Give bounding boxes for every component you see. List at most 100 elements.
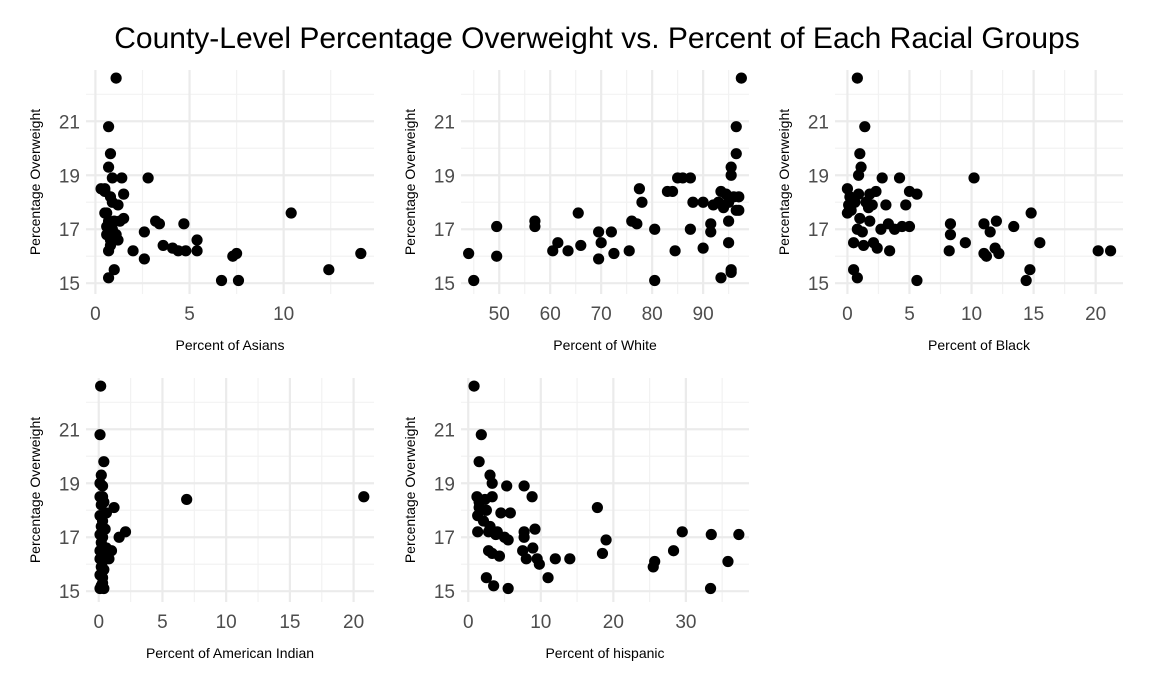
data-point bbox=[104, 148, 117, 160]
data-point bbox=[102, 161, 115, 173]
data-point bbox=[191, 234, 203, 246]
data-point bbox=[95, 380, 107, 392]
data-point bbox=[118, 188, 130, 200]
x-axis-label: Percent of Black bbox=[928, 337, 1031, 353]
data-point bbox=[705, 226, 717, 238]
y-tick-label: 21 bbox=[59, 112, 80, 133]
data-point bbox=[157, 239, 169, 252]
data-point bbox=[968, 172, 980, 184]
data-point bbox=[1008, 220, 1020, 233]
data-point bbox=[488, 580, 500, 592]
data-point bbox=[880, 199, 892, 211]
data-point bbox=[178, 218, 190, 230]
data-point bbox=[715, 185, 727, 198]
data-point bbox=[722, 555, 734, 568]
data-point bbox=[575, 239, 587, 252]
data-point bbox=[355, 247, 367, 260]
y-axis-label: Percentage Overweight bbox=[27, 109, 43, 255]
x-axis-label: Percent of Asians bbox=[176, 337, 285, 353]
data-point bbox=[98, 456, 110, 468]
data-point bbox=[677, 172, 689, 184]
data-point bbox=[102, 245, 115, 257]
data-point bbox=[116, 172, 128, 184]
data-point bbox=[323, 264, 335, 276]
x-tick-label: 20 bbox=[1085, 304, 1106, 325]
data-point bbox=[549, 553, 561, 565]
data-point bbox=[704, 582, 717, 595]
data-point bbox=[888, 223, 901, 235]
data-point bbox=[493, 550, 506, 562]
y-tick-label: 19 bbox=[808, 166, 829, 187]
data-point bbox=[547, 245, 559, 257]
data-point bbox=[552, 237, 564, 249]
data-point bbox=[649, 274, 661, 287]
data-point bbox=[518, 531, 530, 543]
panel-1: 0 5 10 15 17 19 21 Percent of Asians Percentage … bbox=[27, 70, 374, 353]
data-point bbox=[854, 148, 866, 160]
y-tick-label: 19 bbox=[59, 166, 80, 187]
y-tick-label: 15 bbox=[808, 274, 829, 295]
data-point bbox=[118, 212, 130, 225]
x-tick-label: 20 bbox=[343, 612, 364, 633]
data-point bbox=[623, 245, 635, 257]
data-point bbox=[230, 247, 243, 260]
y-tick-label: 15 bbox=[434, 274, 455, 295]
data-point bbox=[687, 196, 699, 208]
data-point bbox=[1092, 245, 1104, 257]
x-tick-label: 90 bbox=[693, 304, 714, 325]
data-point bbox=[735, 72, 747, 84]
data-point bbox=[707, 199, 719, 211]
data-point bbox=[1025, 207, 1037, 219]
data-point bbox=[871, 242, 883, 254]
data-point bbox=[845, 204, 857, 216]
data-point bbox=[486, 477, 498, 489]
data-point bbox=[848, 237, 860, 249]
data-point bbox=[181, 493, 193, 506]
data-point bbox=[866, 199, 878, 211]
data-point bbox=[725, 161, 737, 173]
data-point bbox=[529, 523, 541, 535]
data-point bbox=[730, 121, 742, 133]
x-axis-label: Percent of American Indian bbox=[146, 645, 314, 661]
data-point bbox=[593, 253, 605, 265]
data-point bbox=[944, 218, 957, 230]
data-point bbox=[526, 491, 538, 503]
data-point bbox=[153, 218, 166, 230]
data-point bbox=[542, 572, 554, 584]
data-point bbox=[502, 582, 514, 595]
data-point bbox=[605, 226, 617, 238]
x-tick-label: 30 bbox=[675, 612, 696, 633]
data-point bbox=[725, 266, 737, 279]
y-tick-label: 19 bbox=[434, 474, 455, 495]
data-point bbox=[105, 545, 118, 557]
data-point bbox=[911, 188, 923, 200]
x-tick-label: 60 bbox=[540, 304, 561, 325]
x-axis-label: Percent of White bbox=[553, 337, 657, 353]
y-tick-label: 17 bbox=[808, 220, 829, 241]
x-tick-label: 10 bbox=[530, 612, 551, 633]
data-point bbox=[723, 215, 735, 227]
data-point bbox=[730, 148, 742, 160]
data-point bbox=[633, 183, 646, 195]
data-point bbox=[95, 499, 107, 511]
data-point bbox=[733, 528, 745, 541]
y-tick-label: 21 bbox=[59, 420, 80, 441]
data-point bbox=[636, 196, 648, 208]
y-tick-label: 21 bbox=[434, 420, 455, 441]
data-point bbox=[138, 253, 150, 265]
data-point bbox=[491, 250, 503, 262]
data-point bbox=[864, 215, 876, 227]
data-point bbox=[854, 212, 866, 225]
data-point bbox=[502, 534, 514, 546]
y-tick-label: 15 bbox=[59, 582, 80, 603]
data-point bbox=[900, 199, 912, 211]
data-point bbox=[595, 237, 607, 249]
data-point bbox=[959, 237, 971, 249]
x-tick-label: 10 bbox=[961, 304, 982, 325]
data-point bbox=[669, 245, 681, 257]
x-tick-label: 0 bbox=[463, 612, 474, 633]
y-tick-label: 15 bbox=[59, 274, 80, 295]
x-tick-label: 5 bbox=[184, 304, 195, 325]
data-point bbox=[884, 245, 896, 257]
data-point bbox=[859, 121, 871, 133]
